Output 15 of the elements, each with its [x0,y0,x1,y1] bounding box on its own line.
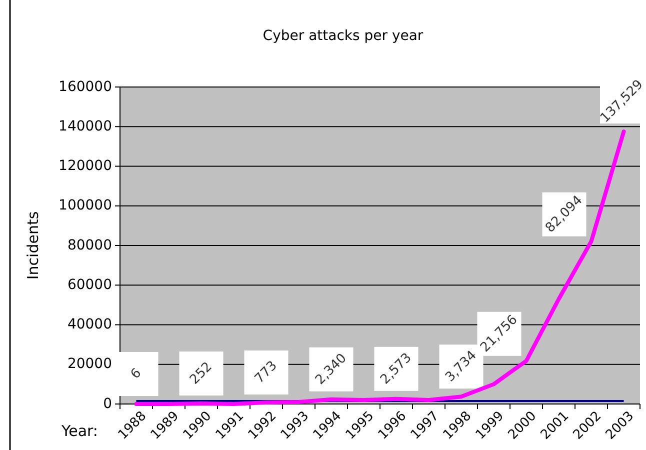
y-tick-label: 160000 [58,78,112,95]
data-label: 773 [252,358,280,387]
y-axis-title: Incidents [24,211,42,280]
y-tick-label: 80000 [67,237,112,254]
y-tick-label: 100000 [58,198,112,214]
data-label: 6 [128,366,145,382]
data-label: 252 [187,359,216,388]
x-axis-title: Year: [60,422,98,440]
y-tick-label: 0 [103,396,112,412]
y-tick-label: 20000 [67,356,112,372]
y-tick-label: 40000 [67,316,112,333]
chart-title: Cyber attacks per year [262,28,424,44]
y-tick-label: 60000 [67,276,112,293]
y-tick-label: 140000 [58,118,112,134]
y-tick-label: 120000 [58,158,112,174]
